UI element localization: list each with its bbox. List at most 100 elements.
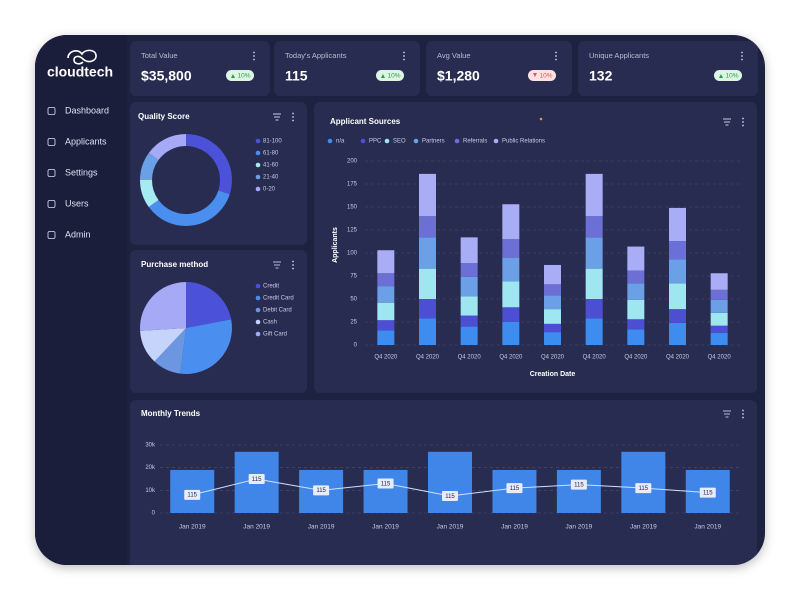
nav-item[interactable]: Dashboard xyxy=(47,105,109,115)
more-menu[interactable] xyxy=(555,51,557,61)
x-tick-label: Q4 2020 xyxy=(416,355,440,361)
x-axis-title: Creation Date xyxy=(530,371,576,378)
chart-title: Quality Score xyxy=(138,112,190,121)
filter-button[interactable] xyxy=(723,118,731,126)
more-menu[interactable] xyxy=(253,51,255,61)
filter-button[interactable] xyxy=(723,410,731,418)
trend-arrow xyxy=(719,74,723,78)
menu-dot xyxy=(555,58,557,61)
trend-arrow xyxy=(381,74,385,78)
point-label: 115 xyxy=(510,486,520,492)
x-tick-label: Jan 2019 xyxy=(179,524,206,531)
bar-segment xyxy=(419,237,436,269)
menu-dot xyxy=(741,58,743,61)
menu-dot xyxy=(253,55,255,57)
point-label: 115 xyxy=(445,494,455,500)
more-menu[interactable] xyxy=(403,51,405,61)
y-tick-label: 75 xyxy=(350,274,357,280)
menu-dot xyxy=(403,51,405,54)
point-label: 115 xyxy=(381,481,391,487)
legend-label: PPC xyxy=(369,139,382,145)
bar-segment xyxy=(377,302,395,321)
nav-item[interactable]: Admin xyxy=(47,229,91,239)
legend-swatch xyxy=(255,186,261,192)
kpi-value: 115 xyxy=(285,68,308,84)
nav-icon xyxy=(47,138,56,146)
x-tick-label: Q4 2020 xyxy=(541,355,565,361)
chart-title: Monthly Trends xyxy=(141,409,201,418)
bar-segment xyxy=(710,312,728,326)
more-menu[interactable] xyxy=(292,112,294,122)
y-tick-label: 100 xyxy=(347,251,358,257)
legend-label: Gift Card xyxy=(263,332,287,338)
nav-label: Users xyxy=(65,198,89,208)
point-label: 115 xyxy=(639,486,649,492)
y-tick-label: 50 xyxy=(350,297,357,303)
menu-dot xyxy=(292,264,294,266)
kpi-badge xyxy=(226,70,254,81)
bar-segment xyxy=(544,295,561,310)
chart-card xyxy=(130,102,307,245)
bar-segment xyxy=(460,315,478,327)
bar-segment xyxy=(502,307,520,322)
nav-item[interactable]: Users xyxy=(47,198,89,208)
trend-arrow xyxy=(533,73,537,77)
menu-dot xyxy=(742,121,744,123)
menu-dot xyxy=(253,51,255,54)
legend-label: 41-60 xyxy=(263,163,279,169)
bar-segment xyxy=(544,323,561,333)
point-label-box xyxy=(377,478,394,489)
bar-segment xyxy=(419,268,436,299)
kpi-badge xyxy=(714,70,742,81)
menu-dot xyxy=(741,55,743,57)
slice xyxy=(180,319,232,374)
chart-title: Purchase method xyxy=(141,260,208,269)
y-tick-label: 10k xyxy=(145,488,156,494)
bar-segment xyxy=(669,322,686,345)
more-menu[interactable] xyxy=(742,409,744,419)
kpi-badge xyxy=(528,70,556,81)
slice xyxy=(154,328,186,374)
more-menu[interactable] xyxy=(741,51,743,61)
legend-swatch xyxy=(413,138,419,144)
filter-button[interactable] xyxy=(273,113,281,121)
nav-item[interactable]: Applicants xyxy=(47,136,107,146)
more-menu[interactable] xyxy=(292,260,294,270)
x-tick-label: Jan 2019 xyxy=(566,524,593,531)
slice xyxy=(140,328,186,362)
nav-item[interactable]: Settings xyxy=(47,167,98,177)
y-tick-label: 125 xyxy=(347,228,358,234)
point-label: 115 xyxy=(316,488,326,494)
legend-label: Debit Card xyxy=(263,308,292,314)
x-tick-label: Q4 2020 xyxy=(374,355,398,361)
bar-segment xyxy=(377,273,395,287)
kpi-label: Today's Applicants xyxy=(285,51,347,60)
slice xyxy=(140,152,159,180)
kpi-value: $1,280 xyxy=(437,68,480,84)
bar-segment xyxy=(710,273,728,290)
bar-segment xyxy=(585,299,603,319)
legend-label: 21-40 xyxy=(263,175,279,181)
bar xyxy=(621,451,666,513)
bar-segment xyxy=(627,329,645,345)
legend-swatch xyxy=(384,138,390,144)
x-tick-label: Jan 2019 xyxy=(308,524,335,531)
kpi-label: Total Value xyxy=(141,51,178,60)
x-tick-label: Q4 2020 xyxy=(499,355,523,361)
x-tick-label: Jan 2019 xyxy=(694,524,721,531)
bar-segment xyxy=(502,204,520,240)
kpi-change: 10% xyxy=(237,73,250,80)
bar xyxy=(556,469,601,513)
bar-segment xyxy=(460,237,478,264)
menu-dot xyxy=(292,267,294,270)
brand-logo xyxy=(67,49,97,65)
filter-button[interactable] xyxy=(273,261,281,269)
x-tick-label: Jan 2019 xyxy=(372,524,399,531)
slice xyxy=(148,190,230,226)
bar-segment xyxy=(585,216,603,238)
menu-dot xyxy=(742,413,744,415)
y-tick-label: 200 xyxy=(347,159,358,165)
y-tick-label: 175 xyxy=(347,182,358,188)
kpi-change: 10% xyxy=(725,73,738,80)
more-menu[interactable] xyxy=(742,117,744,127)
